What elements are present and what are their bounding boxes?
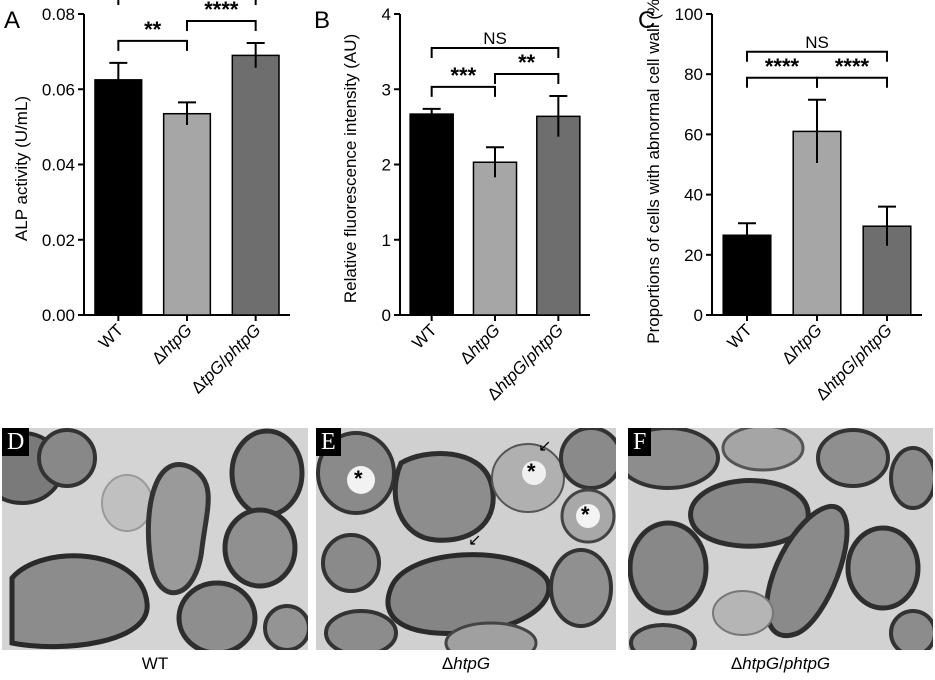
x-tick-label: WT	[408, 320, 440, 352]
y-tick-label: 1	[382, 231, 391, 250]
significance-bracket	[746, 50, 888, 62]
bar	[231, 54, 280, 316]
bar	[94, 79, 143, 316]
panel-label-d: D	[2, 428, 30, 456]
y-tick-label: 0.06	[42, 80, 75, 99]
x-tick-label: WT	[724, 320, 756, 352]
panel-label: B	[314, 7, 330, 34]
x-tick-label: ΔhtpG	[456, 320, 504, 368]
y-axis-label: Proportions of cells with abnormal cell …	[644, 0, 663, 344]
significance-label: NS	[805, 33, 829, 52]
micrograph-f: F	[628, 428, 933, 650]
significance-label: **	[518, 50, 536, 75]
bar	[409, 113, 454, 316]
caption-d: WT	[141, 654, 169, 673]
significance-bracket	[430, 85, 496, 97]
y-axis-label: ALP activity (U/mL)	[12, 96, 31, 241]
micrograph-e-image	[316, 428, 616, 650]
y-tick-label: 0.02	[42, 231, 75, 250]
y-tick-label: 2	[382, 156, 391, 175]
arrow-marker-icon: ↙	[468, 532, 482, 549]
significance-label: **	[144, 17, 162, 42]
significance-label: ***	[450, 63, 476, 88]
panel-label-e: E	[316, 428, 341, 456]
x-tick-label: ΔhtpG	[148, 320, 196, 368]
asterisk-marker-icon: *	[527, 459, 536, 484]
y-tick-label: 0.00	[42, 306, 75, 325]
bar	[536, 115, 581, 316]
y-axis-label: Relative fluorescence intensity (AU)	[341, 34, 360, 303]
y-tick-label: 4	[382, 5, 391, 24]
y-tick-label: 40	[684, 186, 703, 205]
y-tick-label: 0.08	[42, 5, 75, 24]
significance-label: ****	[835, 54, 870, 79]
micrograph-d-image	[2, 428, 308, 650]
x-tick-label: WT	[95, 320, 127, 352]
panel-label: A	[4, 7, 20, 34]
significance-bracket	[816, 76, 888, 88]
micrograph-f-image	[628, 428, 933, 650]
y-tick-label: 0	[382, 306, 391, 325]
micrograph-d: D	[2, 428, 308, 650]
significance-bracket	[117, 39, 188, 51]
x-tick-label-part: WT	[95, 320, 127, 352]
y-tick-label: 80	[684, 65, 703, 84]
y-tick-label: 3	[382, 80, 391, 99]
significance-label: ****	[765, 54, 800, 79]
x-tick-label-part: WT	[724, 320, 756, 352]
y-tick-label: 0	[694, 306, 703, 325]
x-tick-label: ΔtpG/phtpG	[188, 320, 265, 397]
y-tick-label: 20	[684, 246, 703, 265]
x-tick-label-part: WT	[408, 320, 440, 352]
arrow-marker-icon: ↙	[538, 438, 552, 455]
x-tick-label-part: phtpG	[218, 320, 265, 367]
significance-bracket	[430, 47, 560, 59]
panel-label: C	[638, 7, 655, 34]
caption-e: ΔhtpG	[441, 654, 491, 673]
significance-bracket	[494, 73, 560, 85]
bar	[722, 234, 772, 316]
bar-charts: A 0.00 0.02 0.04 0.06 0.08 ALP activity (U/mL)…	[4, 0, 922, 404]
y-tick-label: 100	[675, 5, 703, 24]
bar	[472, 161, 518, 316]
bar	[162, 112, 212, 316]
caption-f: ΔhtpG/phtpG	[730, 654, 831, 673]
y-tick-label: 0.04	[42, 156, 75, 175]
significance-bracket	[746, 76, 818, 88]
asterisk-marker-icon: *	[354, 466, 363, 491]
x-tick-label-part: phtpG	[849, 320, 896, 367]
significance-label: ****	[204, 0, 239, 22]
asterisk-marker-icon: *	[581, 502, 590, 527]
significance-label: NS	[483, 29, 507, 48]
y-tick-label: 60	[684, 125, 703, 144]
panel-label-f: F	[628, 428, 652, 456]
significance-bracket	[186, 19, 257, 31]
x-tick-label-part: phtpG	[520, 320, 567, 367]
micrograph-e: E * * * ↙ ↙	[316, 428, 616, 650]
x-tick-label: ΔhtpG	[778, 320, 826, 368]
